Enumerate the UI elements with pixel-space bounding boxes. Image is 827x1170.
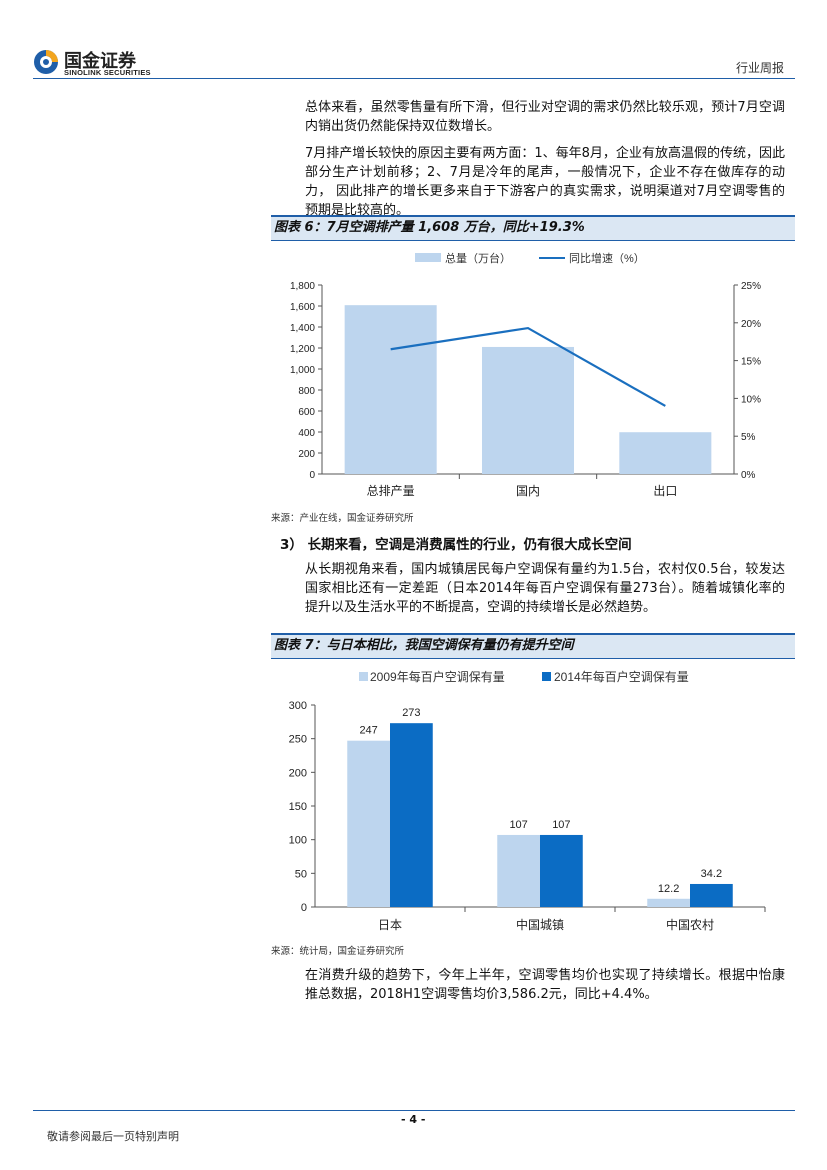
bar-2014 (390, 723, 433, 907)
right-tick-label: 15% (741, 357, 761, 368)
figure7-chart: 2009年每百户空调保有量 2014年每百户空调保有量 0 50 100 150 200… (289, 669, 766, 932)
right-tick-label: 5% (741, 432, 756, 443)
left-tick-label: 400 (298, 428, 315, 439)
y-tick-label: 200 (289, 767, 307, 779)
left-tick-label: 200 (298, 449, 315, 460)
x-tick-label: 中国农村 (666, 917, 714, 932)
legend-label-total: 总量（万台） (445, 251, 511, 265)
intro-paragraph-2: 7月排产增长较快的原因主要有两方面：1、每年8月，企业有放高温假的传统，因此部分… (305, 146, 785, 218)
figure7-source: 来源：统计局，国金证券研究所 (271, 946, 405, 957)
x-tick-label: 总排产量 (367, 484, 415, 498)
y-tick-label: 300 (289, 700, 307, 712)
right-tick-label: 20% (741, 319, 761, 330)
x-tick-label: 日本 (378, 918, 402, 932)
logo-icon (34, 50, 58, 74)
logo-english: SINOLINK SECURITIES (64, 68, 151, 77)
footer-rule (33, 1110, 795, 1111)
logo: 国金证券 SINOLINK SECURITIES (33, 47, 163, 77)
left-tick-label: 600 (298, 407, 315, 418)
x-tick-label: 国内 (516, 484, 540, 498)
bar-2009 (497, 834, 540, 907)
x-tick-label: 出口 (653, 484, 677, 498)
data-label: 107 (552, 819, 570, 831)
intro-paragraph-1: 总体来看，虽然零售量有所下滑，但行业对空调的需求仍然比较乐观，预计7月空调内销出… (305, 100, 785, 134)
closing-paragraph: 在消费升级的趋势下，今年上半年，空调零售均价也实现了持续增长。根据中怡康推总数据… (305, 968, 785, 1002)
left-tick-label: 0 (309, 470, 315, 481)
left-tick-label: 1,600 (290, 302, 315, 313)
bar-total-volume (481, 346, 575, 474)
section3-paragraph: 从长期视角来看，国内城镇居民每户空调保有量约为1.5台，农村仅0.5台，较发达国… (305, 562, 785, 615)
left-tick-label: 800 (298, 386, 315, 397)
right-tick-label: 0% (741, 470, 756, 481)
report-type: 行业周报 (736, 61, 785, 75)
bar-total-volume (344, 305, 437, 474)
logo-chinese: 国金证券 (64, 51, 136, 72)
figure6-legend: 总量（万台） 同比增速（%） (415, 251, 645, 265)
right-tick-label: 25% (741, 281, 761, 292)
bar-2014 (690, 883, 733, 907)
figure7-legend: 2009年每百户空调保有量 2014年每百户空调保有量 (359, 669, 689, 684)
bar-2014 (540, 834, 583, 907)
y-tick-label: 0 (301, 902, 307, 914)
data-label: 247 (359, 725, 377, 737)
legend-swatch-total (415, 253, 441, 262)
bar-2009 (347, 740, 390, 907)
figure7-caption: 图表 7：与日本相比，我国空调保有量仍有提升空间 (271, 633, 795, 659)
bar-2009 (647, 898, 690, 907)
y-tick-label: 250 (289, 734, 307, 746)
legend-swatch-2014 (542, 672, 551, 681)
legend-label-2014: 2014年每百户空调保有量 (554, 669, 689, 684)
left-tick-label: 1,800 (290, 281, 315, 292)
page-number: - 4 - (401, 1113, 426, 1126)
data-label: 34.2 (701, 868, 722, 880)
section3-heading: 3） 长期来看，空调是消费属性的行业，仍有很大成长空间 (280, 537, 632, 553)
data-label: 107 (509, 819, 527, 831)
left-tick-label: 1,000 (290, 365, 315, 376)
data-label: 273 (402, 707, 420, 719)
bar-total-volume (619, 432, 712, 474)
y-tick-label: 50 (295, 868, 307, 880)
legend-label-growth: 同比增速（%） (569, 251, 645, 265)
footer-disclaimer: 敬请参阅最后一页特别声明 (47, 1130, 179, 1143)
figure6-chart: 总量（万台） 同比增速（%） 0 200 400 600 800 1,000 1,200 1,… (290, 251, 761, 498)
growth-line (390, 326, 666, 407)
header-rule (33, 78, 795, 79)
figure6-caption: 图表 6：7月空调排产量 1,608 万台，同比+19.3% (271, 215, 795, 241)
right-tick-label: 10% (741, 394, 761, 405)
y-tick-label: 100 (289, 835, 307, 847)
y-tick-label: 150 (289, 801, 307, 813)
data-label: 12.2 (658, 883, 679, 895)
legend-label-2009: 2009年每百户空调保有量 (370, 669, 505, 684)
intro-text: 总体来看，虽然零售量有所下滑，但行业对空调的需求仍然比较乐观，预计7月空调内销出… (305, 98, 785, 220)
legend-swatch-2009 (359, 672, 368, 681)
figure6-source: 来源：产业在线，国金证券研究所 (271, 513, 414, 524)
left-tick-label: 1,400 (290, 323, 315, 334)
left-tick-label: 1,200 (290, 344, 315, 355)
x-tick-label: 中国城镇 (516, 917, 564, 932)
